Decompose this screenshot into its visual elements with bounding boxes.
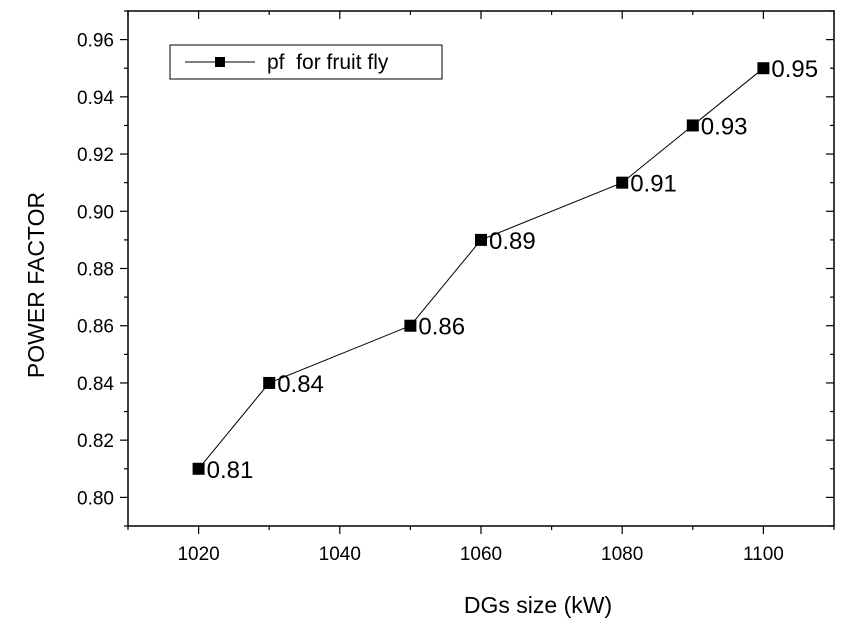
data-label: 0.91 (630, 171, 677, 198)
data-label: 0.93 (701, 113, 748, 140)
data-label: 0.95 (771, 56, 818, 83)
series-line (198, 67, 764, 470)
x-tick-label: 1040 (319, 544, 361, 565)
data-point (686, 119, 699, 132)
x-tick-label: 1020 (177, 544, 219, 565)
legend: pf for fruit fly (169, 44, 443, 80)
data-label: 0.84 (277, 371, 324, 398)
legend-label: pf for fruit fly (267, 51, 389, 74)
axis-ticks (120, 10, 835, 534)
y-axis-title: POWER FACTOR (23, 192, 49, 378)
plot-frame (127, 10, 835, 527)
y-tick-label: 0.94 (77, 88, 114, 109)
series-markers (192, 62, 770, 475)
data-point (475, 233, 487, 246)
x-tick-label: 1060 (460, 544, 502, 565)
y-tick-label: 0.92 (77, 145, 114, 166)
data-point (757, 62, 770, 75)
y-tick-label: 0.86 (77, 317, 114, 338)
legend-marker (215, 57, 225, 67)
x-axis-title: DGs size (kW) (464, 592, 612, 618)
y-tick-label: 0.96 (77, 31, 114, 52)
y-tick-label: 0.80 (77, 488, 114, 509)
data-point (192, 462, 205, 475)
data-point (404, 319, 417, 332)
data-label: 0.81 (207, 457, 254, 484)
y-tick-label: 0.82 (77, 431, 114, 452)
x-tick-label: 1100 (743, 544, 784, 565)
x-tick-label: 1080 (601, 544, 643, 565)
axis-tick-labels: 1020 1040 1060 1080 1100 0.80 0.82 0.84 0.86 0.88… (77, 31, 784, 565)
y-tick-label: 0.84 (77, 374, 114, 395)
data-label: 0.86 (418, 314, 465, 341)
data-point (263, 376, 276, 389)
data-point (616, 176, 629, 189)
y-tick-label: 0.88 (77, 260, 114, 281)
data-labels: 0.81 0.84 0.86 0.89 0.91 0.93 0.95 (207, 56, 819, 484)
y-tick-label: 0.90 (77, 202, 114, 223)
data-label: 0.89 (489, 228, 536, 255)
